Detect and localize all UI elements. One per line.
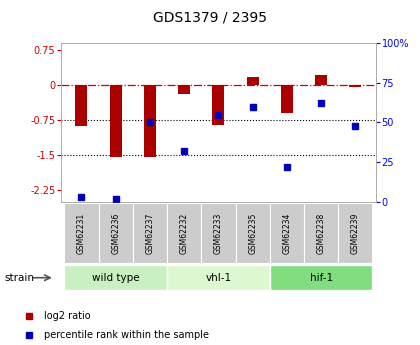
Bar	[247, 77, 259, 85]
Text: GDS1379 / 2395: GDS1379 / 2395	[153, 10, 267, 24]
Bar	[76, 85, 87, 126]
Bar	[144, 85, 156, 157]
Bar	[270, 265, 373, 290]
Bar	[270, 203, 304, 263]
Text: percentile rank within the sample: percentile rank within the sample	[44, 330, 209, 340]
Bar	[167, 265, 270, 290]
Bar	[64, 203, 99, 263]
Bar	[315, 75, 327, 85]
Bar	[64, 265, 167, 290]
Text: GSM62234: GSM62234	[282, 212, 291, 254]
Bar	[133, 203, 167, 263]
Text: GSM62237: GSM62237	[145, 212, 155, 254]
Text: vhl-1: vhl-1	[205, 273, 231, 283]
Bar	[213, 85, 224, 125]
Bar	[304, 203, 338, 263]
Text: strain: strain	[4, 273, 34, 283]
Bar	[201, 203, 236, 263]
Bar	[281, 85, 293, 113]
Text: wild type: wild type	[92, 273, 139, 283]
Text: GSM62236: GSM62236	[111, 212, 120, 254]
Text: GSM62233: GSM62233	[214, 212, 223, 254]
Text: GSM62239: GSM62239	[351, 212, 360, 254]
Text: GSM62232: GSM62232	[180, 212, 189, 254]
Bar	[110, 85, 122, 157]
Bar	[349, 85, 361, 88]
Bar	[178, 85, 190, 93]
Text: GSM62235: GSM62235	[248, 212, 257, 254]
Bar	[167, 203, 201, 263]
Bar	[236, 203, 270, 263]
Text: GSM62238: GSM62238	[317, 212, 326, 254]
Bar	[99, 203, 133, 263]
Text: log2 ratio: log2 ratio	[44, 311, 90, 321]
Bar	[338, 203, 373, 263]
Text: GSM62231: GSM62231	[77, 212, 86, 254]
Text: hif-1: hif-1	[310, 273, 333, 283]
